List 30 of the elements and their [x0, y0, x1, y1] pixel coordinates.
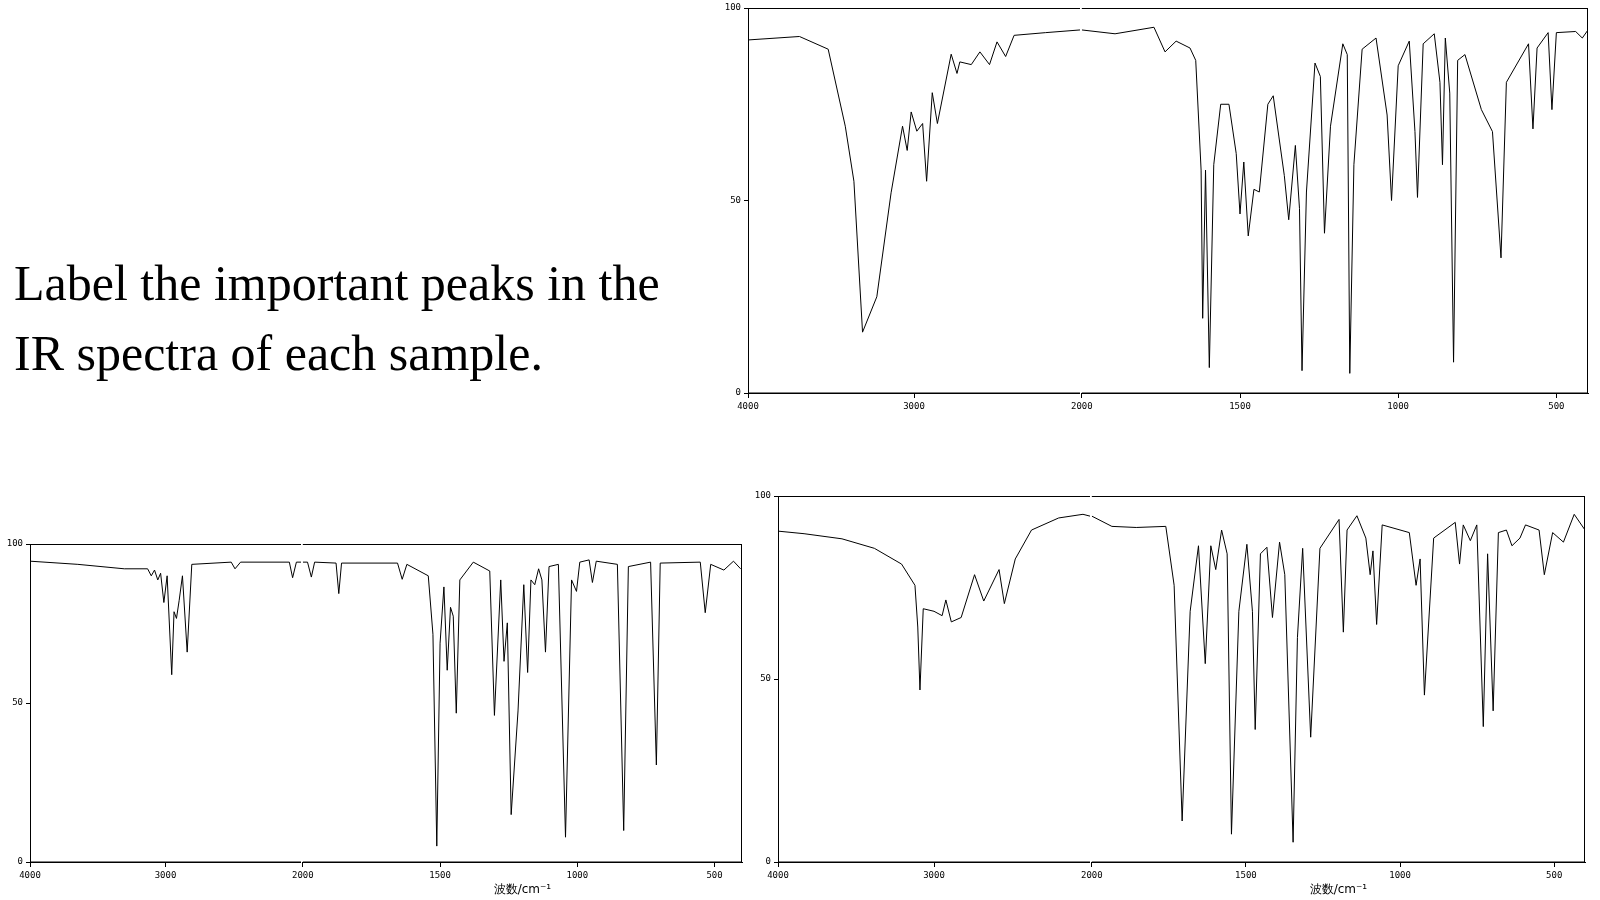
x-tick-label: 4000 [767, 869, 789, 880]
y-tick-label: 0 [17, 856, 23, 867]
x-axis-title: 波数/cm⁻¹ [493, 881, 552, 896]
x-tick-label: 2000 [291, 869, 314, 880]
x-tick-label: 3000 [923, 869, 945, 880]
x-tick-label: 500 [706, 869, 723, 880]
y-tick-label: 0 [735, 387, 741, 398]
y-tick-label: 50 [730, 194, 741, 205]
x-tick-label: 3000 [903, 400, 925, 411]
y-tick-label: 100 [6, 538, 23, 549]
y-tick-label: 50 [12, 697, 23, 708]
x-tick-label: 4000 [19, 869, 41, 880]
x-tick-label: 500 [1548, 400, 1565, 411]
x-tick-label: 2000 [1070, 400, 1093, 411]
y-tick-label: 100 [724, 2, 741, 13]
x-tick-label: 1500 [429, 869, 451, 880]
x-tick-label: 4000 [737, 400, 759, 411]
x-tick-label: 1000 [1387, 400, 1410, 411]
x-tick-label: 3000 [154, 869, 177, 880]
x-tick-label: 1500 [1229, 400, 1251, 411]
x-tick-label: 500 [1546, 869, 1563, 880]
x-tick-label: 1500 [1235, 869, 1257, 880]
x-tick-label: 1000 [566, 869, 589, 880]
text: Label the important peaks in the IR spectra of each sample. [14, 254, 661, 383]
x-tick-label: 2000 [1080, 869, 1103, 880]
y-tick-label: 0 [765, 856, 771, 867]
x-axis-title: 波数/cm⁻¹ [1309, 881, 1368, 896]
y-tick-label: 50 [760, 673, 771, 684]
y-tick-label: 100 [754, 490, 771, 501]
x-tick-label: 1000 [1389, 869, 1411, 880]
